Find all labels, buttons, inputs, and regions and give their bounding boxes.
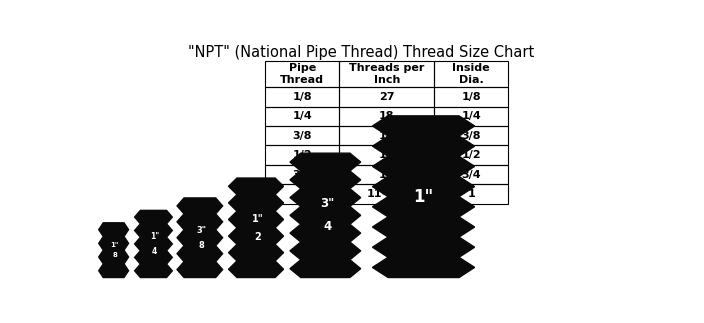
- Text: 3": 3": [196, 225, 206, 234]
- Bar: [434, 184, 508, 204]
- Text: 1/8: 1/8: [292, 92, 312, 102]
- Text: 1: 1: [298, 189, 306, 199]
- Polygon shape: [177, 198, 222, 277]
- Text: 3/8: 3/8: [462, 131, 481, 141]
- Text: 3/4: 3/4: [292, 170, 312, 180]
- Text: 3/4: 3/4: [461, 170, 481, 180]
- Bar: [339, 107, 434, 126]
- Text: 3/8: 3/8: [292, 131, 312, 141]
- Bar: [265, 87, 339, 107]
- Bar: [339, 145, 434, 165]
- Bar: [434, 107, 508, 126]
- Text: Threads per
Inch: Threads per Inch: [349, 63, 425, 85]
- Text: 8: 8: [112, 252, 117, 258]
- Text: 27: 27: [379, 92, 394, 102]
- Text: 1": 1": [413, 188, 434, 206]
- Bar: [434, 145, 508, 165]
- Bar: [339, 61, 434, 87]
- Text: 1": 1": [111, 242, 119, 248]
- Bar: [339, 184, 434, 204]
- Bar: [434, 87, 508, 107]
- Text: 1/4: 1/4: [461, 111, 481, 121]
- Text: 3": 3": [320, 197, 335, 210]
- Text: Pipe
Thread: Pipe Thread: [280, 63, 324, 85]
- Text: 14: 14: [379, 170, 394, 180]
- Text: 1/2: 1/2: [292, 150, 312, 160]
- Text: 1: 1: [467, 189, 475, 199]
- Bar: [265, 145, 339, 165]
- Text: 1": 1": [150, 232, 159, 241]
- Text: "NPT" (National Pipe Thread) Thread Size Chart: "NPT" (National Pipe Thread) Thread Size…: [188, 45, 534, 60]
- Bar: [434, 126, 508, 145]
- Bar: [265, 184, 339, 204]
- Bar: [265, 126, 339, 145]
- Bar: [434, 61, 508, 87]
- Text: 1": 1": [252, 214, 264, 224]
- Text: 1/8: 1/8: [461, 92, 481, 102]
- Text: 4: 4: [324, 220, 332, 233]
- Text: 2: 2: [255, 232, 261, 242]
- Polygon shape: [134, 210, 172, 277]
- Text: 4: 4: [152, 247, 158, 255]
- Bar: [265, 61, 339, 87]
- Text: 11-1/2: 11-1/2: [367, 189, 407, 199]
- Bar: [434, 165, 508, 184]
- Text: Inside
Dia.: Inside Dia.: [453, 63, 490, 85]
- Text: 18: 18: [379, 131, 394, 141]
- Text: 1/4: 1/4: [292, 111, 312, 121]
- Text: 8: 8: [199, 241, 204, 250]
- Polygon shape: [290, 153, 360, 277]
- Bar: [339, 87, 434, 107]
- Bar: [339, 165, 434, 184]
- Polygon shape: [99, 223, 129, 277]
- Text: 14: 14: [379, 150, 394, 160]
- Bar: [339, 126, 434, 145]
- Polygon shape: [372, 116, 474, 277]
- Bar: [265, 107, 339, 126]
- Text: 1/2: 1/2: [461, 150, 481, 160]
- Text: 18: 18: [379, 111, 394, 121]
- Polygon shape: [229, 178, 284, 277]
- Bar: [265, 165, 339, 184]
